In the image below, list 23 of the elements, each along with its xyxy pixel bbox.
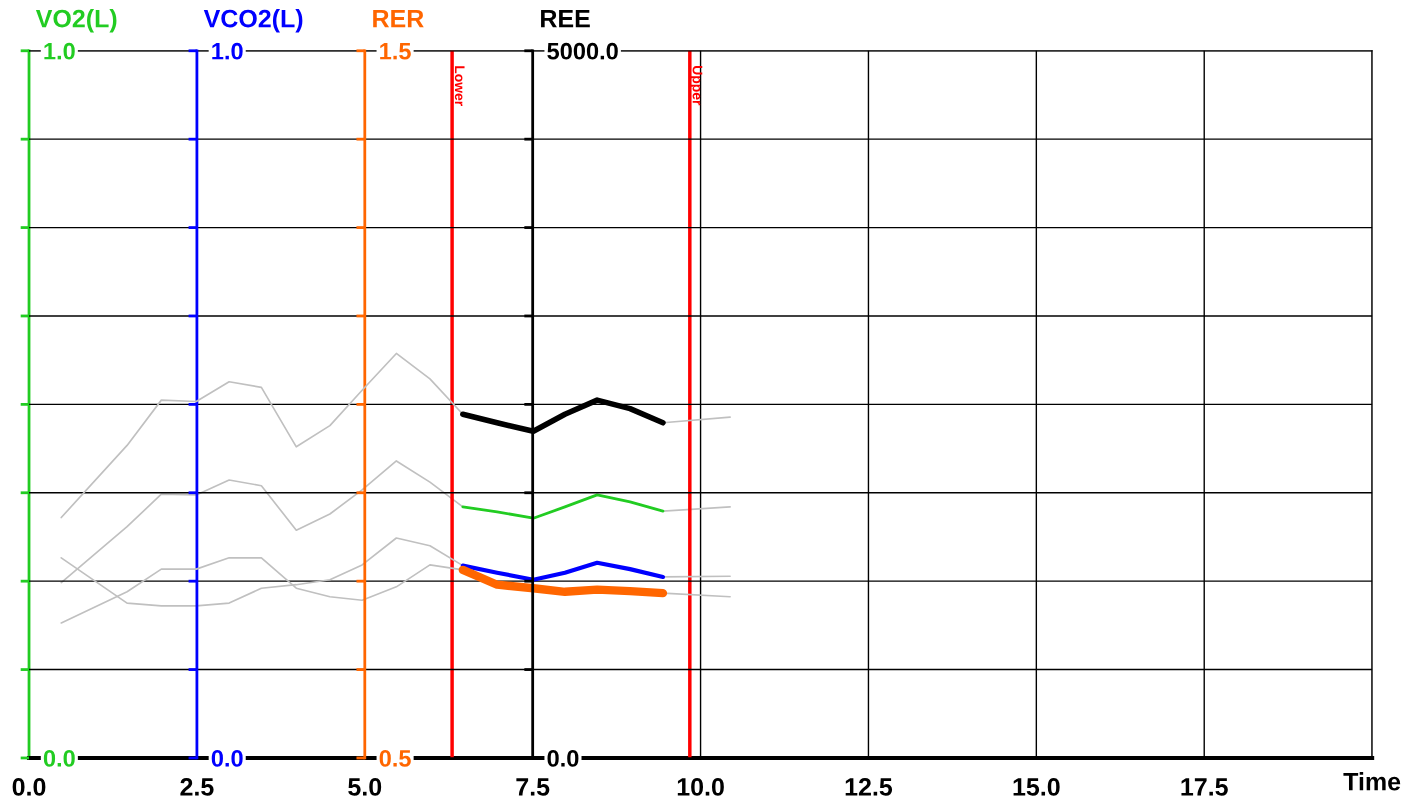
text: VO2(L) (35, 9, 117, 33)
line-series (460, 560, 666, 582)
y2-tick-label: 0.5 (379, 750, 411, 767)
x-tick-label: 7.5 (516, 778, 550, 796)
text: VCO2(L) (203, 9, 303, 33)
x-tick-label: 10.0 (677, 778, 724, 796)
x-tick-label: 12.5 (845, 778, 893, 796)
x-tick-label: 17.5 (1181, 778, 1228, 796)
text: 0.0 (43, 750, 75, 767)
x-axis-title: Time (1343, 772, 1401, 791)
ref-line-label: Upper (689, 66, 703, 106)
y3-tick-label: 0.0 (547, 750, 579, 767)
line-series (461, 493, 665, 520)
x-tick-label: 15.0 (1013, 778, 1060, 796)
x-tick-label: 5.0 (348, 778, 382, 796)
text: 1.0 (44, 42, 75, 60)
x-tick-label: 2.5 (180, 778, 214, 796)
y3-tick-label: 5000.0 (547, 42, 618, 60)
text: REE (541, 10, 590, 28)
text: RER (373, 10, 424, 28)
x-tick-label: 0.0 (12, 778, 46, 796)
ref-line-label: Lower (454, 66, 465, 106)
y2-tick-label: 1.5 (380, 43, 411, 60)
